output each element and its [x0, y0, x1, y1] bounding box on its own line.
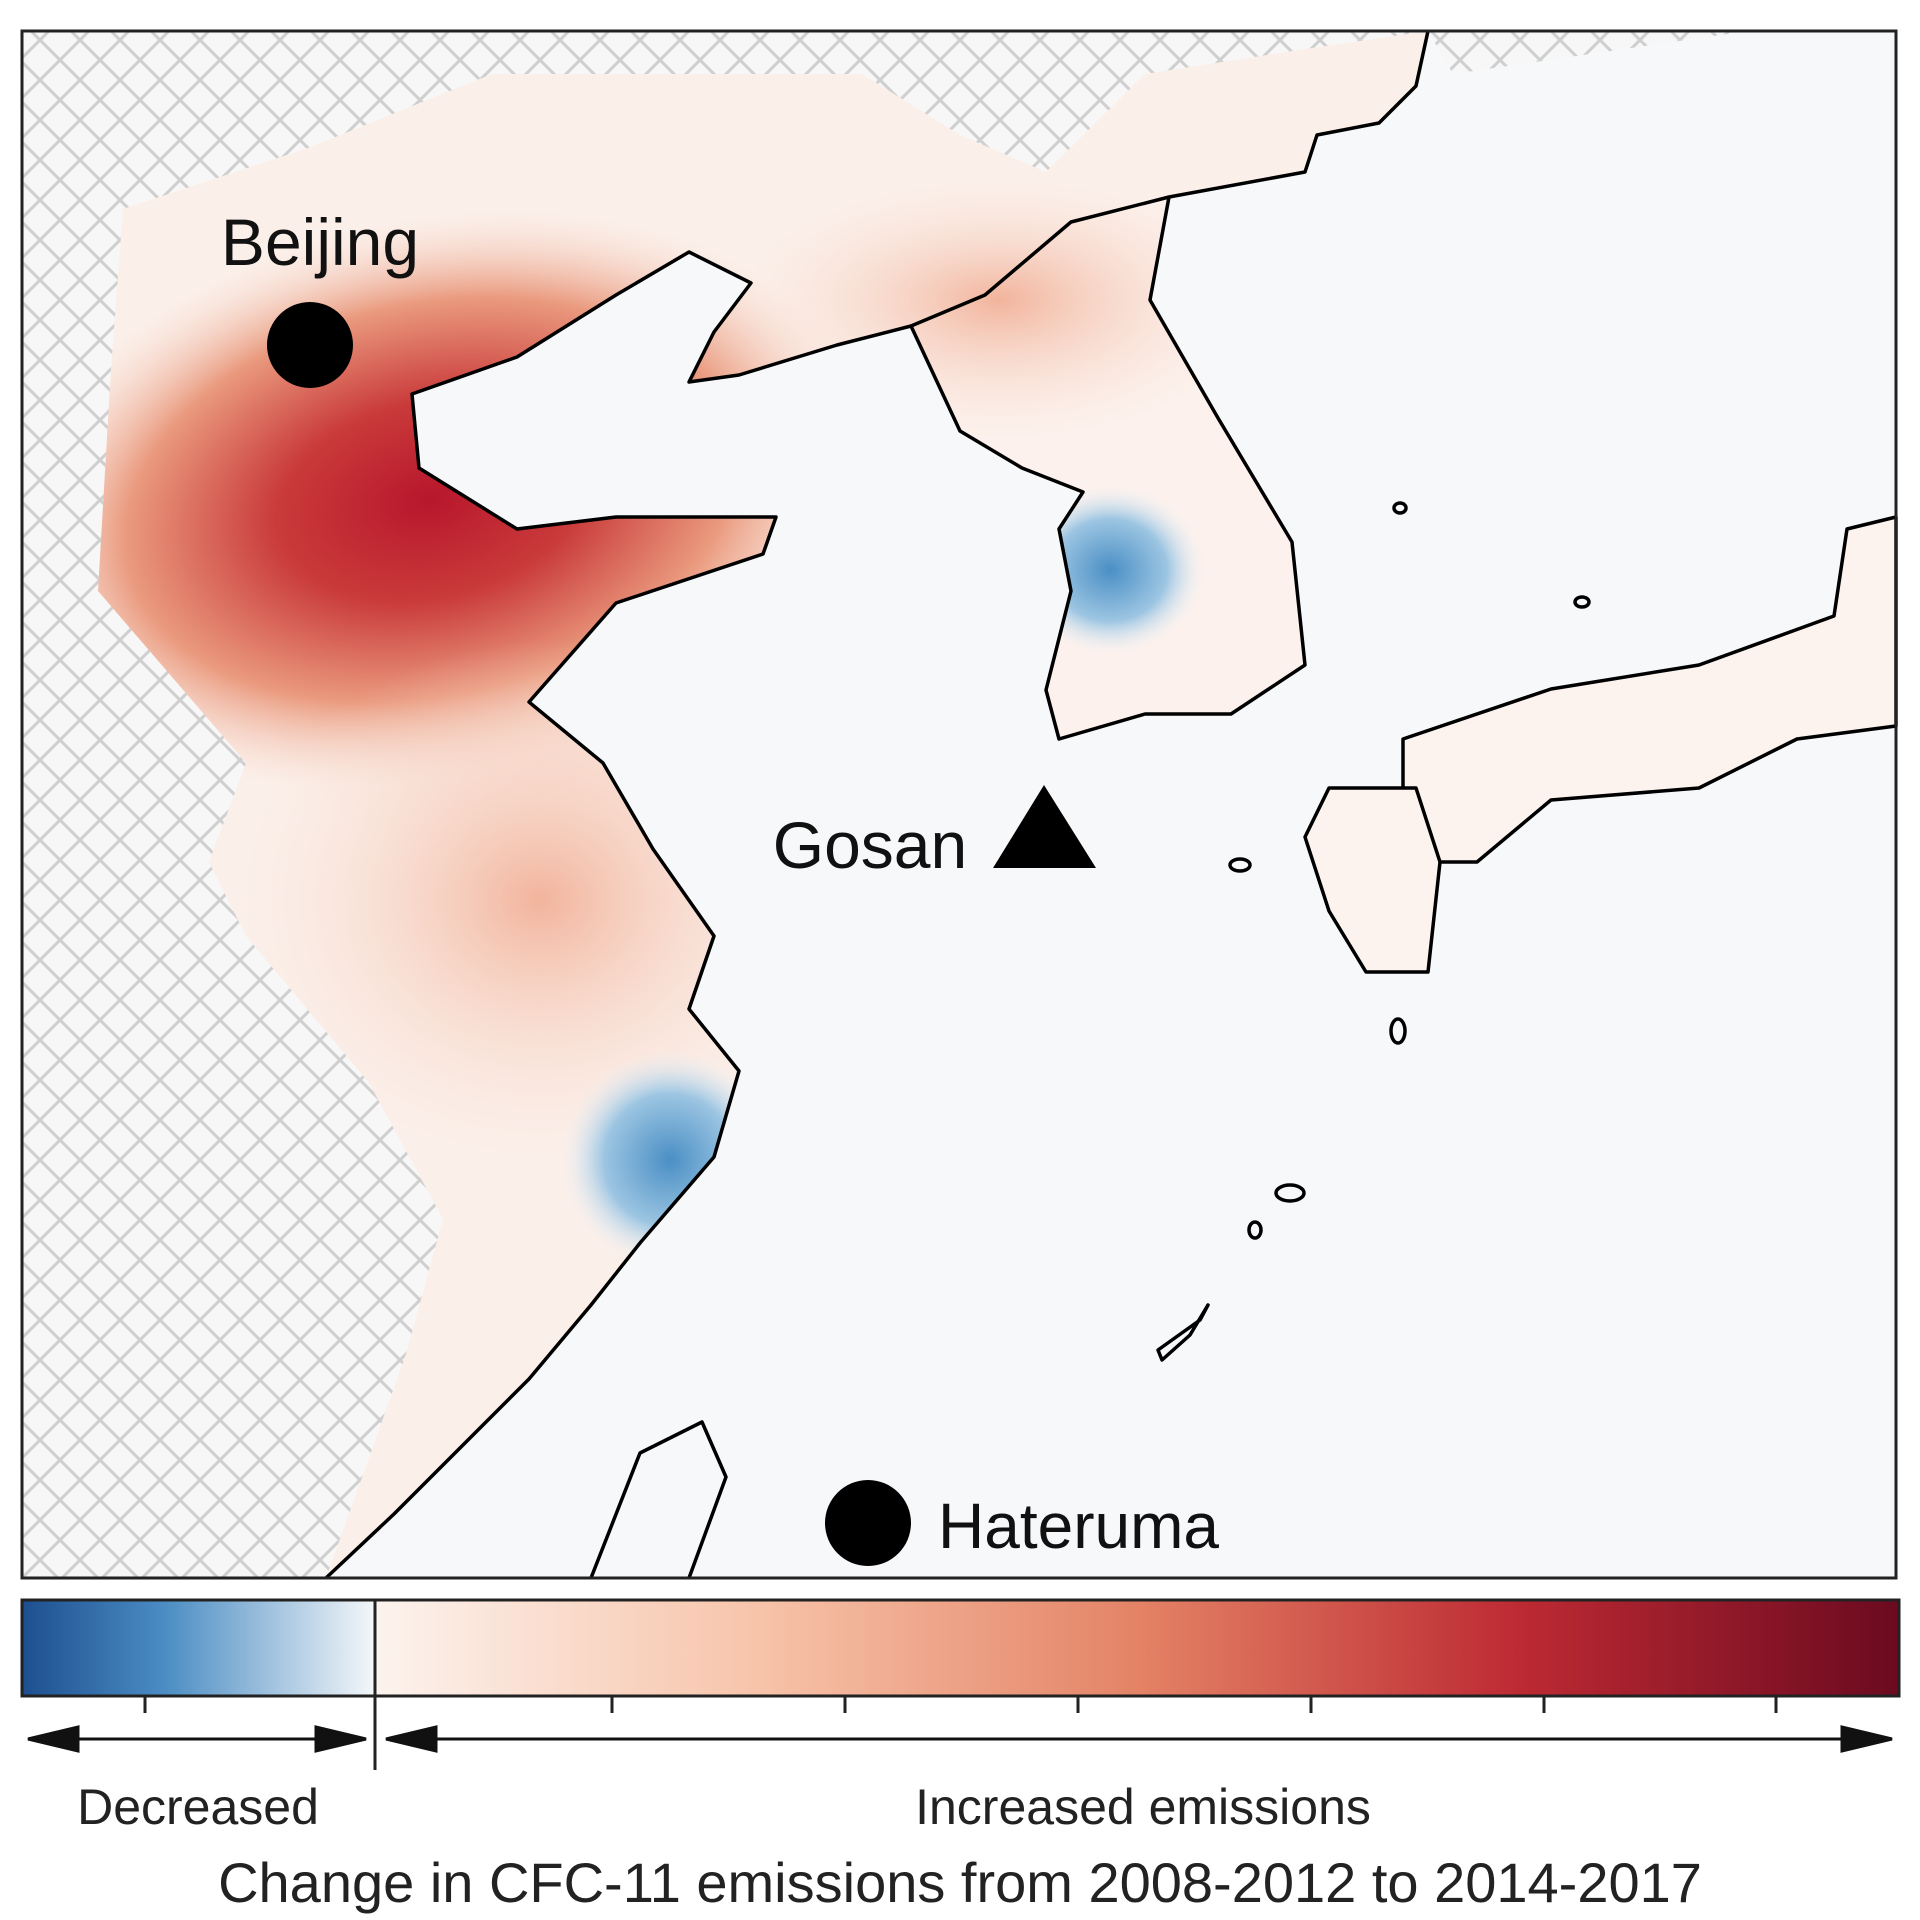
field-blob — [911, 197, 1260, 440]
taiwan — [589, 1420, 728, 1579]
islands — [1156, 501, 1591, 1362]
gosan-marker — [993, 785, 1096, 868]
colorbar-negative — [22, 1600, 375, 1696]
arrow-head — [27, 1725, 80, 1753]
caption: Change in CFC-11 emissions from 2008-201… — [218, 1851, 1702, 1914]
korea-coastline — [909, 196, 1307, 741]
map-frame — [20, 29, 1898, 1580]
island — [1274, 1183, 1306, 1203]
ocean — [326, 31, 1896, 1578]
island — [1247, 1220, 1263, 1240]
arrow-head — [314, 1725, 367, 1753]
beijing-marker — [267, 302, 353, 388]
arrow-head — [385, 1725, 438, 1753]
colorbar-positive — [375, 1600, 1899, 1696]
colorbar-label: Increased emissions — [915, 1779, 1371, 1835]
outside-domain — [1428, 31, 1748, 74]
island — [1228, 857, 1252, 873]
colorbar: Decreased Increased emissions — [20, 1598, 1901, 1835]
map: Beijing Gosan Hateruma — [20, 29, 1898, 1580]
island — [1573, 595, 1591, 609]
island — [1392, 501, 1408, 515]
arrow-head — [1840, 1725, 1893, 1753]
hateruma-marker — [825, 1480, 911, 1566]
island — [1156, 1303, 1210, 1362]
colorbar-ticks — [143, 1600, 1778, 1770]
marker-label: Hateruma — [938, 1490, 1219, 1562]
marker-label: Gosan — [773, 808, 967, 882]
colorbar-frame — [20, 1598, 1901, 1698]
range-arrows — [27, 1725, 1893, 1753]
kyushu — [1303, 786, 1442, 974]
colorbar-label: Decreased — [77, 1779, 319, 1835]
marker-label: Beijing — [221, 205, 419, 279]
coastline — [324, 30, 1430, 1580]
island — [1389, 1017, 1407, 1045]
